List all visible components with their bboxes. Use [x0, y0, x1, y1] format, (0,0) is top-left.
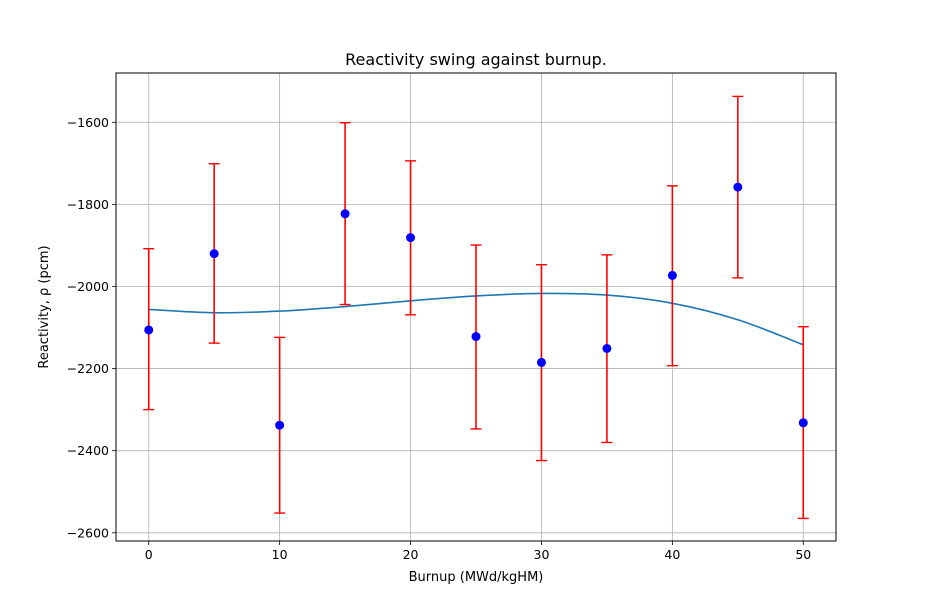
- y-tick-label: −2000: [67, 279, 109, 294]
- data-point: [798, 418, 808, 428]
- y-axis-label: Reactivity, ρ (pcm): [37, 245, 52, 368]
- y-tick-label: −2400: [67, 443, 109, 458]
- x-axis-label: Burnup (MWd/kgHM): [409, 570, 544, 585]
- y-tick-label: −2200: [67, 361, 109, 376]
- data-point: [406, 233, 416, 243]
- data-point: [340, 209, 350, 219]
- data-point: [536, 357, 546, 367]
- y-tick-label: −2600: [67, 525, 109, 540]
- x-tick-label: 10: [272, 547, 288, 562]
- data-point: [733, 182, 743, 192]
- data-point: [144, 325, 154, 335]
- x-tick-label: 30: [534, 547, 550, 562]
- y-tick-label: −1800: [67, 197, 109, 212]
- data-point-layer: [144, 182, 808, 430]
- tick-layer: 0 10 20 30 40 50 −2600 −2400 −2200 −2000 −1800 −160…: [67, 115, 812, 562]
- data-point: [667, 270, 677, 280]
- data-point: [602, 343, 612, 353]
- x-tick-label: 40: [664, 547, 680, 562]
- data-point: [471, 332, 481, 342]
- data-point: [209, 249, 219, 259]
- data-point: [275, 420, 285, 430]
- x-tick-label: 20: [403, 547, 419, 562]
- x-tick-label: 50: [795, 547, 811, 562]
- y-tick-label: −1600: [67, 115, 109, 130]
- chart-title: Reactivity swing against burnup.: [345, 50, 607, 69]
- plot-frame: [115, 72, 837, 542]
- x-tick-label: 0: [145, 547, 153, 562]
